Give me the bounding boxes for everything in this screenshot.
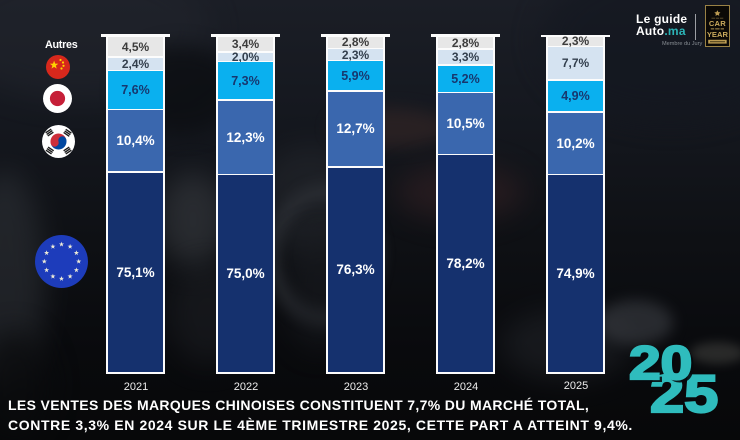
svg-text:CAR: CAR xyxy=(709,19,726,28)
svg-text:YEAR: YEAR xyxy=(707,30,729,39)
